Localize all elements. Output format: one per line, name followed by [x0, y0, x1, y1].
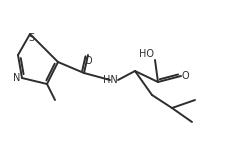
Text: N: N — [13, 73, 20, 83]
Text: O: O — [182, 71, 190, 81]
Text: HN: HN — [103, 75, 117, 85]
Text: HO: HO — [139, 49, 154, 59]
Text: S: S — [28, 33, 34, 43]
Text: O: O — [84, 56, 92, 66]
